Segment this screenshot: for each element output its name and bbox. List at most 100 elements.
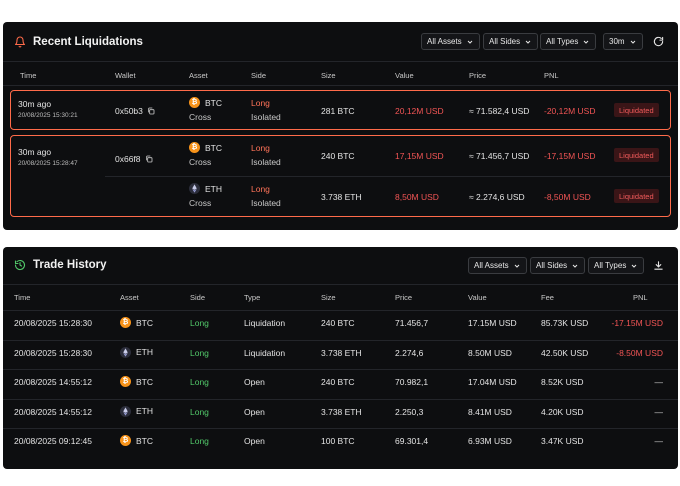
col-size: Size [321, 71, 336, 80]
status-badge: Liquidated [614, 189, 659, 203]
price: ≈ 71.456,7 USD [469, 151, 530, 161]
trades-sides-filter[interactable]: All Sides [530, 257, 586, 274]
value: 20,12M USD [395, 106, 444, 116]
trade-pnl: — [654, 377, 664, 387]
divider [3, 339, 678, 341]
trade-value: 17.04M USD [468, 377, 517, 387]
col-pnl: PNL [544, 71, 559, 80]
time-ago: 30m ago [18, 147, 52, 157]
price: ≈ 71.582,4 USD [469, 106, 530, 116]
trade-size: 3.738 ETH [321, 406, 362, 417]
trade-price: 70.982,1 [395, 377, 429, 387]
trade-fee: 4.20K USD [541, 406, 584, 417]
col-asset: Asset [189, 71, 208, 80]
trade-price: 69.301,4 [395, 436, 429, 446]
trade-time: 20/08/2025 09:12:45 [14, 436, 92, 446]
wallet[interactable]: 0x50b3 [115, 106, 155, 116]
trade-value: 6.93M USD [468, 436, 512, 446]
col-side: Side [190, 293, 206, 302]
status-badge: Liquidated [614, 148, 659, 162]
download-button[interactable] [649, 256, 667, 274]
trade-price: 2.250,3 [395, 406, 424, 417]
refresh-icon [653, 36, 663, 46]
trade-fee: 85.73K USD [541, 318, 589, 328]
trade-size: 240 BTC [321, 318, 355, 328]
chevron-down-icon [630, 40, 635, 44]
bitcoin-icon [120, 317, 131, 328]
status-badge: Liquidated [614, 103, 659, 117]
price: ≈ 2.274,6 USD [469, 192, 525, 202]
trade-size: 100 BTC [321, 436, 355, 446]
ethereum-icon [120, 346, 131, 358]
liquidation-group[interactable] [10, 90, 671, 130]
asset-cell: BTC [189, 97, 222, 108]
trades-header: Trade History [14, 259, 107, 271]
trade-price: 71.456,7 [395, 318, 429, 328]
col-wallet: Wallet [115, 71, 136, 80]
copy-icon[interactable] [147, 107, 155, 115]
col-value: Value [468, 293, 487, 302]
timestamp: 20/08/2025 15:28:47 [18, 160, 78, 167]
liq-types-filter[interactable]: All Types [540, 33, 597, 50]
side-long: Long [251, 98, 270, 108]
trade-pnl: — [654, 406, 664, 417]
position-mode: Isolated [251, 157, 281, 167]
pnl: -17,15M USD [544, 151, 596, 161]
margin-mode: Cross [189, 112, 212, 122]
trade-size: 3.738 ETH [321, 347, 362, 358]
side-long: Long [251, 184, 270, 194]
value: 17,15M USD [395, 151, 444, 161]
bell-icon [14, 36, 26, 48]
margin-mode: Cross [189, 157, 212, 167]
trade-value: 17.15M USD [468, 318, 517, 328]
liq-interval-select[interactable]: 30m [603, 33, 643, 50]
trade-asset: ETH [120, 346, 153, 358]
liquidations-title: Recent Liquidations [33, 36, 143, 48]
col-price: Price [395, 293, 413, 302]
divider [105, 176, 670, 177]
trade-time: 20/08/2025 15:28:30 [14, 347, 92, 358]
trade-time: 20/08/2025 15:28:30 [14, 318, 92, 328]
trade-type: Liquidation [244, 347, 286, 358]
trade-pnl: -8.50M USD [616, 347, 663, 358]
refresh-button[interactable] [649, 32, 667, 50]
copy-icon[interactable] [145, 155, 153, 163]
col-value: Value [395, 71, 414, 80]
divider [3, 310, 678, 311]
wallet[interactable]: 0x66f8 [115, 154, 153, 164]
divider [3, 428, 678, 429]
chevron-down-icon [631, 264, 637, 268]
trade-fee: 8.52K USD [541, 377, 584, 387]
asset-cell: ETH [189, 183, 222, 194]
bitcoin-icon [189, 97, 200, 108]
chevron-down-icon [514, 264, 520, 268]
trade-side: Long [190, 436, 209, 446]
size: 3.738 ETH [321, 192, 362, 202]
timestamp: 20/08/2025 15:30:21 [18, 112, 78, 119]
trade-time: 20/08/2025 14:55:12 [14, 406, 92, 417]
trade-side: Long [190, 377, 209, 387]
liquidation-group[interactable] [10, 135, 671, 217]
col-price: Price [469, 71, 487, 80]
trade-side: Long [190, 347, 209, 358]
trades-assets-filter[interactable]: All Assets [468, 257, 527, 274]
trades-types-filter[interactable]: All Types [588, 257, 645, 274]
trade-side: Long [190, 318, 209, 328]
trade-asset: BTC [120, 435, 153, 446]
trade-fee: 3.47K USD [541, 436, 584, 446]
divider [3, 284, 678, 285]
liq-sides-filter[interactable]: All Sides [483, 33, 539, 50]
trade-time: 20/08/2025 14:55:12 [14, 377, 92, 387]
trade-asset: BTC [120, 317, 153, 328]
trade-pnl: — [654, 436, 664, 446]
col-asset: Asset [120, 293, 139, 302]
margin-mode: Cross [189, 198, 212, 208]
trade-value: 8.50M USD [468, 347, 512, 358]
liq-assets-filter[interactable]: All Assets [421, 33, 480, 50]
recent-liquidations-panel: Recent Liquidations All Assets All Sides… [3, 22, 678, 230]
col-time: Time [14, 293, 31, 302]
chevron-down-icon [467, 40, 473, 44]
position-mode: Isolated [251, 112, 281, 122]
asset-cell: BTC [189, 142, 222, 153]
col-fee: Fee [541, 293, 554, 302]
